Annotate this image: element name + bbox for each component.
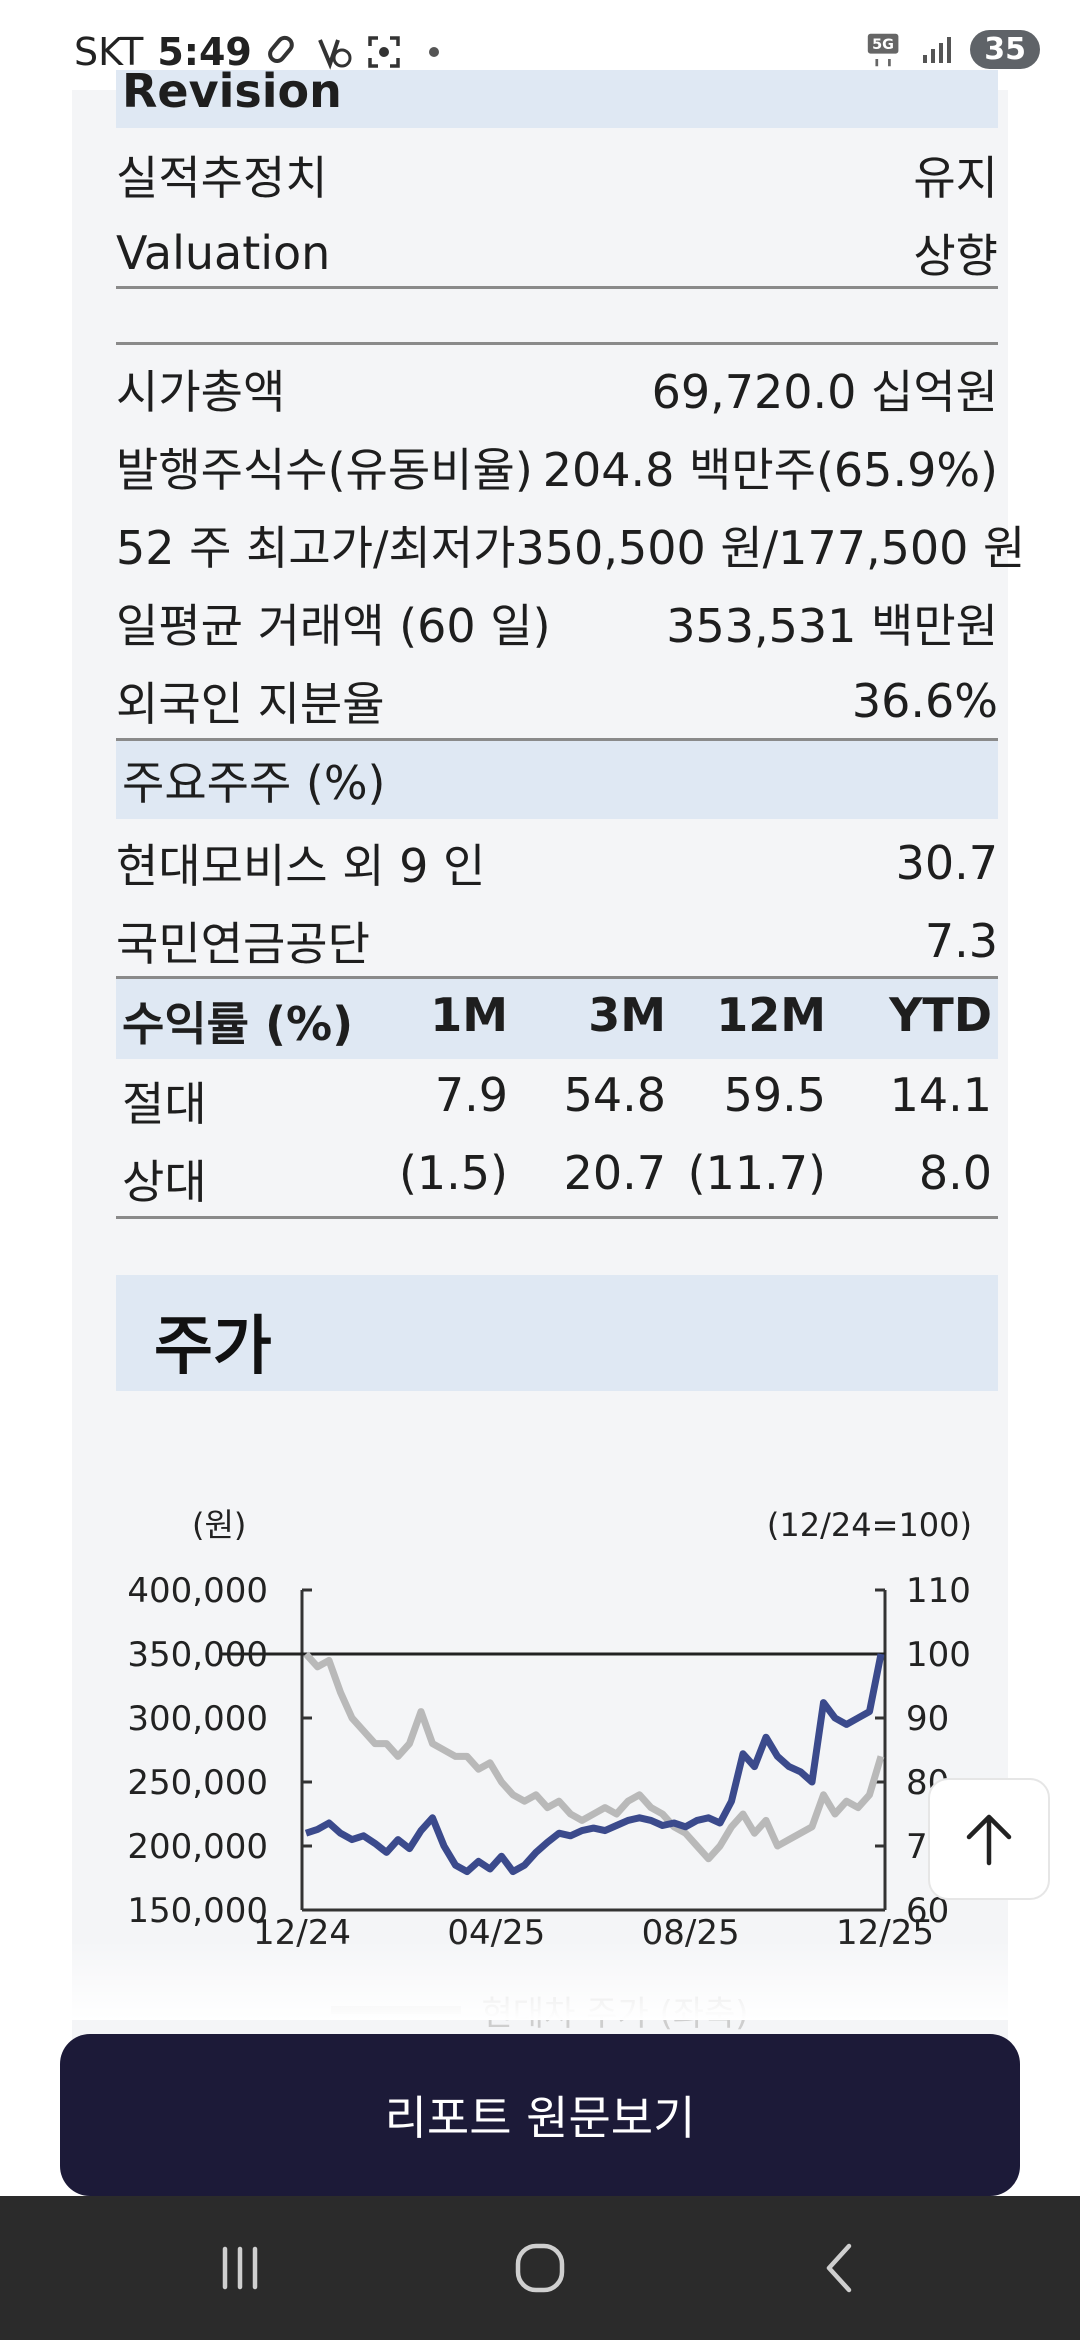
report-page: Revision 실적추정치 유지 Valuation 상향 시가총액 69,7…: [72, 64, 1025, 2050]
returns-cell: 7.9: [434, 1068, 508, 1122]
cta-label: 리포트 원문보기: [384, 2091, 696, 2145]
y-right-tick-label: 90: [906, 1699, 949, 1739]
row-value: 350,500 원/177,500 원: [515, 521, 1026, 575]
row-value: 상향: [913, 229, 998, 283]
clock: 5:49: [157, 30, 252, 74]
y-left-tick-label: 250,000: [127, 1763, 268, 1803]
returns-col-1m: 1M: [430, 988, 508, 1042]
returns-cell: 54.8: [563, 1068, 666, 1122]
stock-info-row: 시가총액 69,720.0 십억원: [116, 354, 998, 424]
returns-col-label: 수익률 (%): [122, 997, 354, 1051]
bottom-fade: [0, 1940, 1080, 2020]
notification-k-icon: [316, 34, 352, 70]
returns-cell: 20.7: [563, 1146, 666, 1200]
carrier-label: SKT: [74, 30, 144, 74]
y-left-tick-label: 200,000: [127, 1827, 268, 1867]
row-label: Valuation: [116, 226, 331, 280]
row-label: 외국인 지분율: [116, 677, 385, 731]
stock-info-row: 52 주 최고가/최저가 350,500 원/177,500 원: [116, 510, 1025, 580]
holder-row: 현대모비스 외 9 인 30.7: [116, 828, 998, 898]
divider: [116, 738, 998, 741]
row-value: 7.3: [924, 914, 998, 968]
row-label: 현대모비스 외 9 인: [116, 839, 486, 893]
row-value: 30.7: [895, 836, 998, 890]
returns-cell: 14.1: [889, 1068, 992, 1122]
stock-price-chart: (원) (12/24=100) 400,000 350,000 300,000 250,0…: [72, 1400, 1008, 2000]
row-value: 204.8 백만주(65.9%): [542, 443, 998, 497]
back-icon: [826, 2243, 852, 2293]
holder-row: 국민연금공단 7.3: [116, 906, 998, 976]
back-button[interactable]: [760, 2196, 920, 2340]
returns-cell: 절대: [122, 1077, 207, 1131]
y-right-tick-label: 100: [906, 1635, 971, 1675]
y-left-tick-label: 300,000: [127, 1699, 268, 1739]
returns-cell: 8.0: [918, 1146, 992, 1200]
recent-apps-icon: [222, 2246, 258, 2290]
returns-cell: (1.5): [398, 1146, 508, 1200]
returns-col-ytd: YTD: [889, 988, 992, 1042]
returns-header-band: [116, 979, 998, 1059]
home-button[interactable]: [460, 2196, 620, 2340]
returns-row: 상대 (1.5) 20.7 (11.7) 8.0: [116, 1138, 998, 1209]
revision-header-band: Revision: [116, 64, 998, 128]
scroll-to-top-button[interactable]: [928, 1778, 1050, 1900]
series-line-relative: [303, 1651, 885, 1863]
divider: [116, 976, 998, 979]
view-original-report-button[interactable]: 리포트 원문보기: [60, 2034, 1020, 2196]
right-axis-unit: (12/24=100): [767, 1506, 972, 1544]
stock-info-row: 일평균 거래액 (60 일) 353,531 백만원: [116, 588, 998, 658]
battery-level: 35: [970, 30, 1040, 69]
y-right-tick-label: 110: [906, 1571, 971, 1611]
returns-cell: 상대: [122, 1155, 207, 1209]
chart-section-title: 주가: [154, 1310, 272, 1384]
row-value: 69,720.0 십억원: [651, 365, 998, 419]
network-label: 5G: [872, 37, 894, 53]
system-nav-bar: [0, 2196, 1080, 2340]
row-value: 유지: [913, 151, 998, 205]
left-axis-unit: (원): [192, 1506, 246, 1544]
revision-row: Valuation 상향: [116, 218, 998, 288]
chart-section-title-band: 주가: [116, 1275, 998, 1391]
row-label: 실적추정치: [116, 151, 328, 205]
arrow-up-icon: [966, 1814, 1012, 1866]
divider: [116, 1216, 998, 1219]
row-label: 시가총액: [116, 365, 286, 419]
row-label: 52 주 최고가/최저가: [116, 521, 516, 575]
returns-row: 절대 7.9 54.8 59.5 14.1: [116, 1060, 998, 1131]
row-value: 353,531 백만원: [666, 599, 998, 653]
stock-info-row: 발행주식수(유동비율) 204.8 백만주(65.9%): [116, 432, 998, 502]
home-icon: [515, 2243, 565, 2293]
returns-cell: (11.7): [687, 1146, 826, 1200]
row-label: 일평균 거래액 (60 일): [116, 599, 551, 653]
returns-header-row: 수익률 (%) 1M 3M 12M YTD: [116, 980, 998, 1051]
status-bar: SKT 5:49 5G 35: [0, 0, 1080, 110]
row-value: 36.6%: [851, 674, 998, 728]
divider: [116, 286, 998, 289]
more-dot-icon: [416, 34, 452, 70]
returns-cell: 59.5: [723, 1068, 826, 1122]
signal-icon: [918, 32, 954, 68]
row-label: 국민연금공단: [116, 917, 370, 971]
holders-header-band: 주요주주 (%): [116, 741, 998, 819]
holders-header: 주요주주 (%): [122, 756, 386, 810]
returns-col-12m: 12M: [716, 988, 826, 1042]
series-line-price: [304, 1653, 885, 1876]
chart-svg: (원) (12/24=100)400,000350,000300,000250,0…: [127, 1506, 972, 1953]
row-label: 발행주식수(유동비율): [116, 443, 533, 497]
y-left-tick-label: 150,000: [127, 1891, 268, 1931]
divider: [116, 342, 998, 345]
y-left-tick-label: 400,000: [127, 1571, 268, 1611]
returns-col-3m: 3M: [588, 988, 666, 1042]
key-icon: [266, 34, 302, 70]
screenshot-icon: [366, 34, 402, 70]
network-5g-icon: 5G: [866, 32, 902, 68]
recent-apps-button[interactable]: [160, 2196, 320, 2340]
revision-row: 실적추정치 유지: [116, 140, 998, 210]
revision-header: Revision: [122, 64, 342, 118]
stock-info-row: 외국인 지분율 36.6%: [116, 666, 998, 736]
